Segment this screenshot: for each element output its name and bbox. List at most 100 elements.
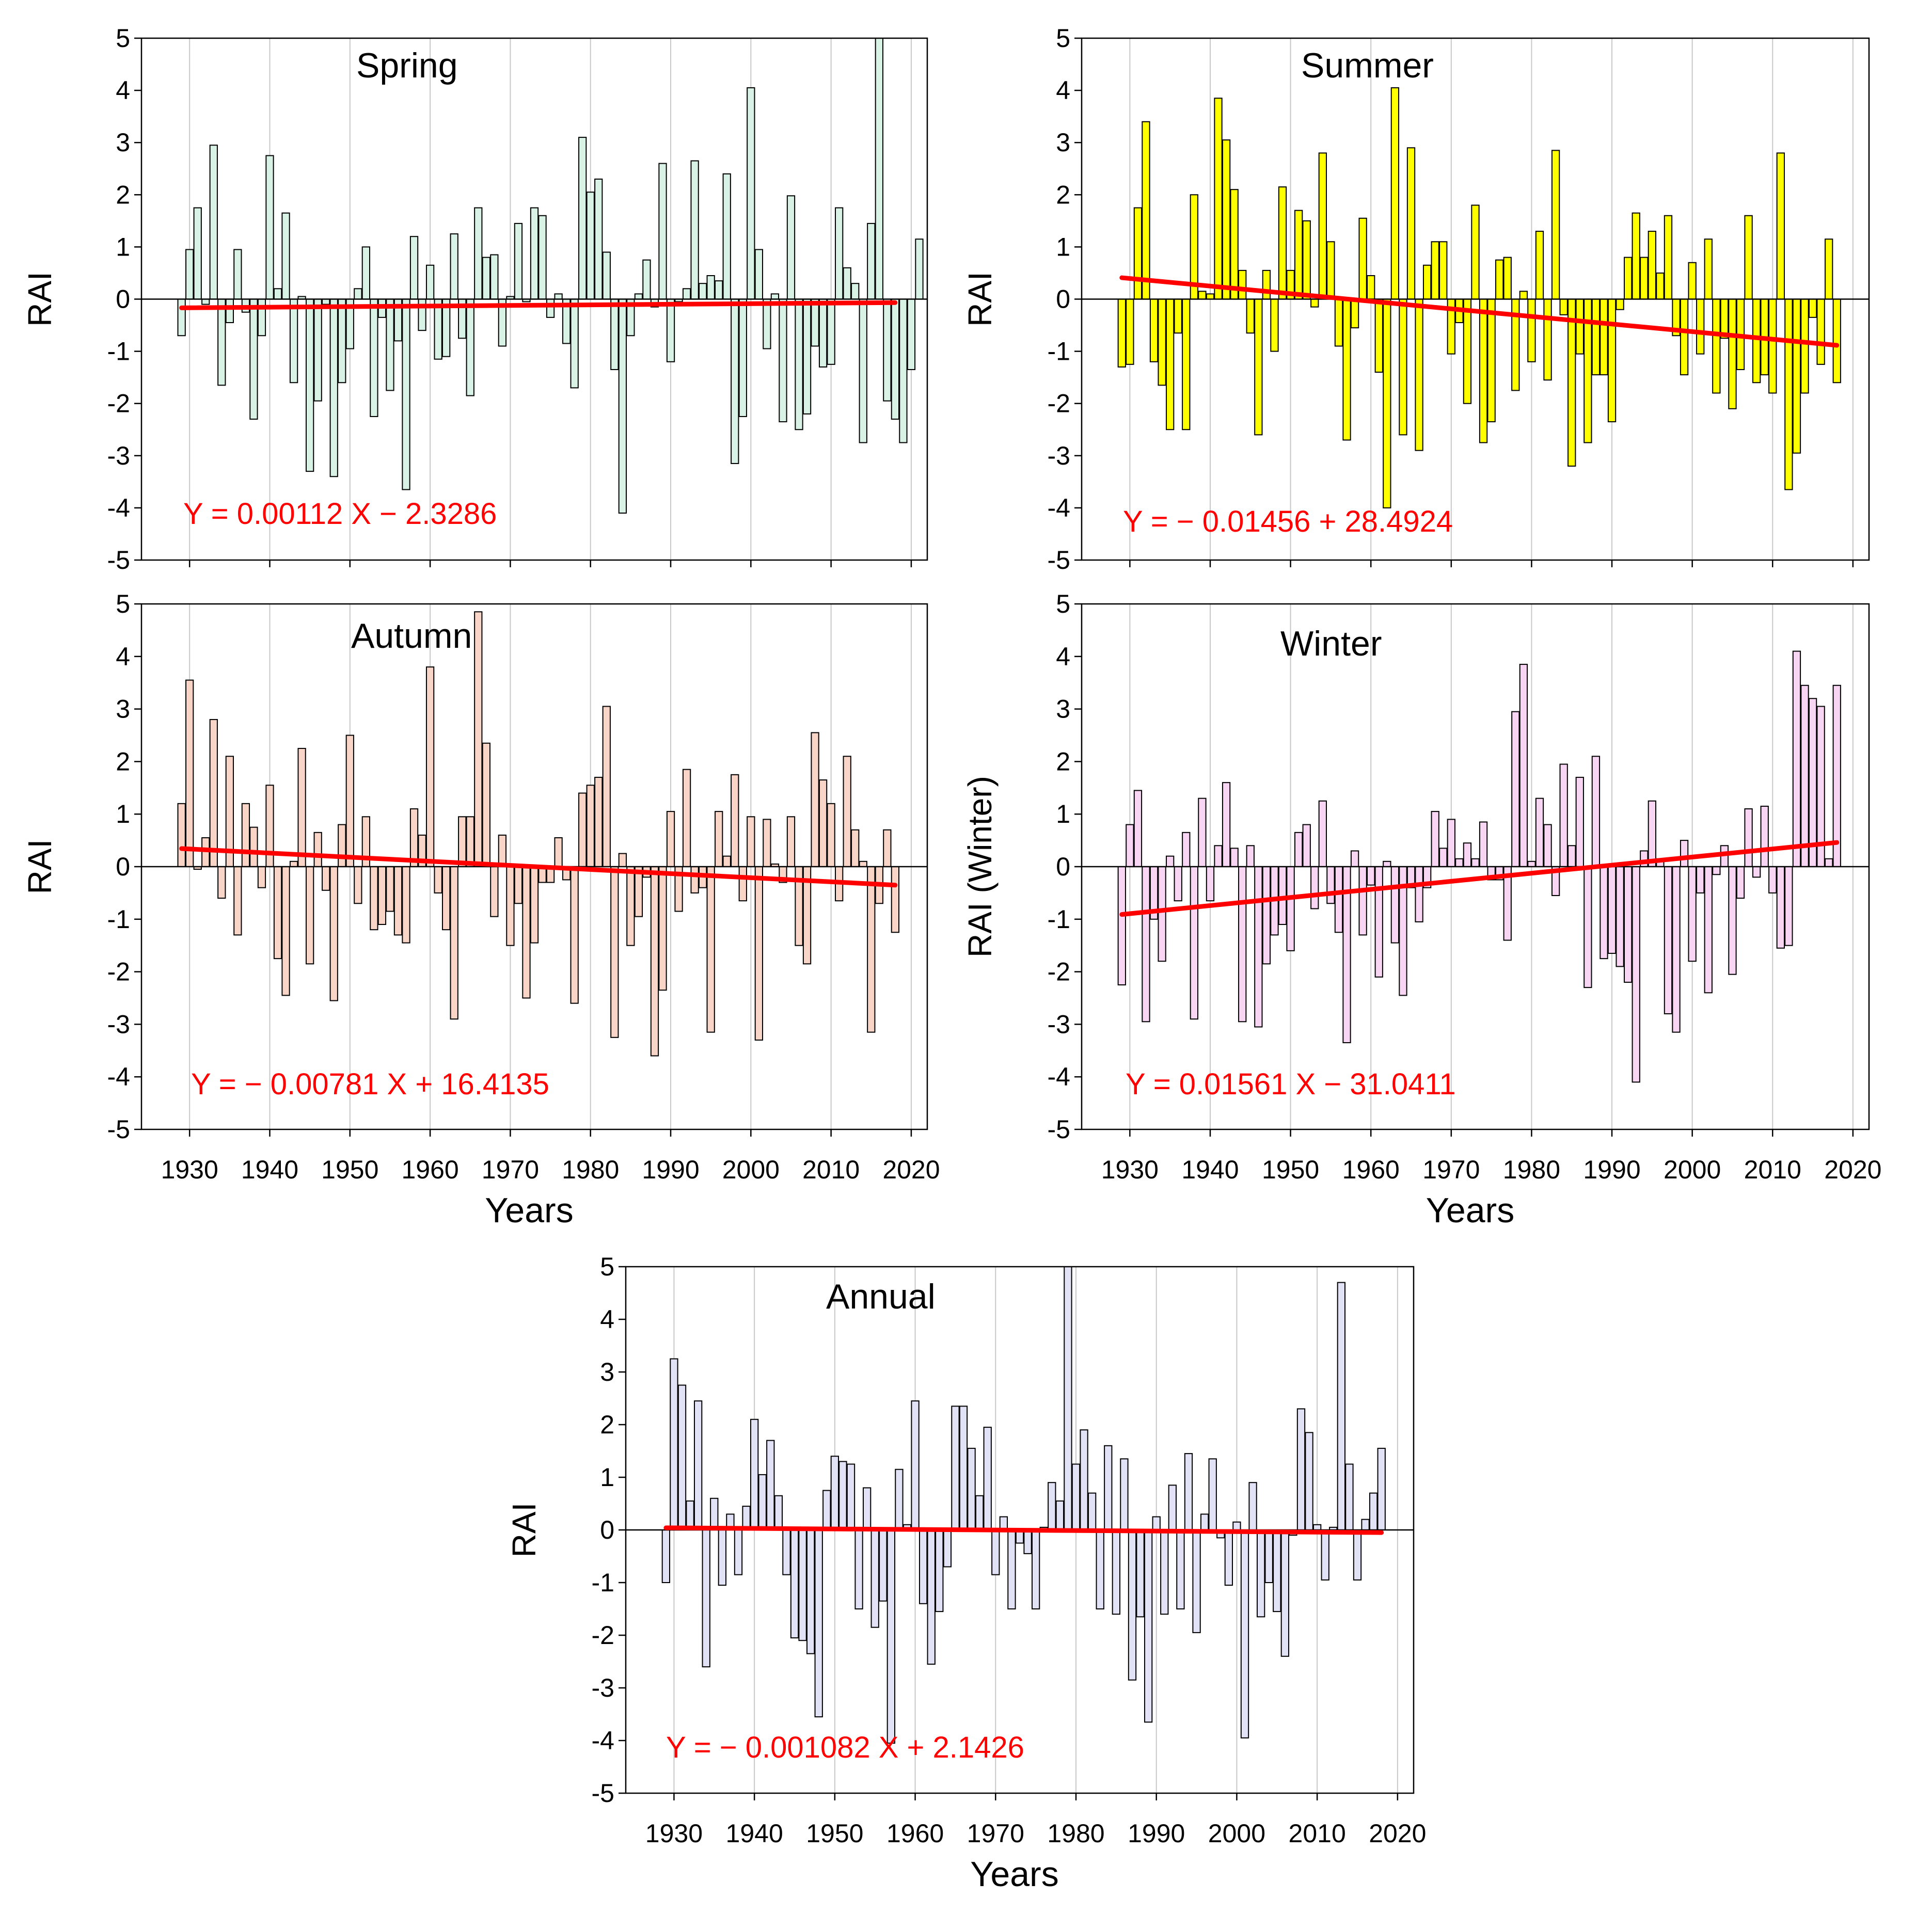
summer-bar [1792, 298, 1801, 454]
autumn-x-tick-label: 1990 [642, 1155, 699, 1184]
autumn-bar [442, 866, 451, 931]
summer-bar [1246, 298, 1255, 334]
autumn-bar [322, 866, 330, 891]
winter-bar [1230, 848, 1239, 867]
annual-bar [1176, 1529, 1185, 1609]
summer-bar [1784, 298, 1793, 490]
summer-trend-line [1119, 275, 1840, 348]
annual-bar [854, 1529, 863, 1609]
summer-bar [1126, 298, 1134, 365]
autumn-bar [747, 816, 755, 868]
winter-y-tick-label: 5 [1056, 589, 1070, 618]
winter-bar [1310, 866, 1319, 909]
winter-bar [1302, 824, 1311, 868]
winter-bar [1326, 866, 1335, 904]
winter-bar [1672, 866, 1681, 1033]
winter-bar [1776, 866, 1785, 949]
summer-bar [1656, 272, 1665, 300]
annual-y-axis: -5 -4 -3 -2 -1 0 1 2 3 4 5 [592, 1252, 626, 1808]
summer-bar [1182, 298, 1191, 430]
spring-bar [586, 191, 595, 300]
summer-bar [1495, 259, 1504, 300]
winter-bar [1768, 866, 1777, 893]
winter-bar [1624, 866, 1633, 983]
summer-y-tick-label: -1 [1048, 337, 1070, 366]
summer-bar [1535, 231, 1544, 300]
annual-bar [1128, 1529, 1137, 1681]
autumn-x-tick-label: 1940 [241, 1155, 298, 1184]
summer-bar [1752, 298, 1761, 384]
summer-bar [1624, 257, 1633, 300]
autumn-bar [338, 824, 346, 868]
winter-bar [1278, 866, 1287, 925]
autumn-bar [209, 719, 218, 867]
summer-bar [1318, 152, 1327, 300]
spring-bar [289, 298, 298, 384]
autumn-bar [482, 742, 490, 868]
autumn-bar [690, 866, 699, 893]
spring-y-tick-label: -5 [107, 546, 130, 574]
summer-bar [1206, 293, 1215, 300]
spring-bar [666, 298, 675, 362]
spring-bar [715, 280, 723, 300]
winter-bar [1825, 858, 1833, 867]
autumn-bar [377, 866, 387, 925]
spring-bar [386, 298, 394, 391]
annual-bar [1087, 1492, 1097, 1531]
annual-y-tick-label: -4 [592, 1726, 614, 1755]
autumn-x-tick-label: 1930 [161, 1155, 218, 1184]
annual-x-tick-label: 2000 [1208, 1819, 1265, 1848]
spring-bar [634, 293, 643, 300]
summer-bar [1744, 215, 1753, 300]
summer-bar [1712, 298, 1721, 394]
annual-bar [750, 1418, 759, 1531]
annual-y-tick-label: -1 [592, 1568, 614, 1597]
spring-bar [409, 236, 419, 300]
autumn-bar [618, 853, 627, 868]
annual-bar [1312, 1524, 1322, 1531]
annual-bar [1096, 1529, 1104, 1609]
winter-bar [1479, 821, 1488, 867]
winter-x-tick-label: 1950 [1262, 1155, 1319, 1184]
winter-bar [1728, 866, 1737, 975]
winter-x-tick-label: 2020 [1824, 1155, 1881, 1184]
autumn-bar [786, 816, 796, 868]
summer-bar [1479, 298, 1488, 443]
winter-bar [1567, 845, 1576, 868]
autumn-bar [257, 866, 266, 888]
winter-x-tick-label: 1960 [1342, 1155, 1400, 1184]
annual-trend-line [663, 1525, 1384, 1535]
spring-bar [370, 298, 378, 417]
summer-bar [1278, 186, 1287, 300]
autumn-bar [715, 811, 723, 867]
spring-bar [402, 298, 410, 490]
winter-bar [1190, 866, 1199, 1020]
annual-panel: -5 -4 -3 -2 -1 0 1 2 3 4 5 1930 1940 1950 1960 1970 1980… [505, 1252, 1426, 1894]
winter-x-axis: 1930 1940 1950 1960 1970 1980 1990 2000 2010 2020 [1101, 1129, 1881, 1184]
autumn-bar [851, 829, 860, 867]
winter-x-axis-label: Years [1426, 1191, 1514, 1230]
autumn-bar [554, 837, 563, 868]
winter-bar [1334, 866, 1343, 933]
autumn-bar [490, 866, 499, 917]
summer-bar [1166, 298, 1175, 430]
autumn-x-tick-label: 2000 [722, 1155, 780, 1184]
autumn-x-tick-label: 1960 [401, 1155, 458, 1184]
autumn-bar [722, 855, 731, 868]
annual-bar [1232, 1521, 1241, 1530]
spring-bar [538, 215, 547, 300]
autumn-bar [530, 866, 539, 944]
summer-bar [1519, 291, 1528, 300]
summer-bar [1254, 298, 1263, 436]
annual-bar [1305, 1432, 1313, 1531]
annual-bar [1345, 1463, 1354, 1530]
winter-x-tick-label: 1970 [1422, 1155, 1480, 1184]
spring-bar [802, 298, 812, 414]
summer-y-tick-label: -2 [1048, 389, 1070, 418]
spring-bar [907, 298, 916, 370]
summer-bar [1342, 298, 1351, 441]
spring-bar [354, 288, 362, 300]
autumn-y-tick-label: 4 [116, 642, 130, 671]
summer-bar [1238, 269, 1247, 300]
spring-bar [554, 293, 563, 300]
